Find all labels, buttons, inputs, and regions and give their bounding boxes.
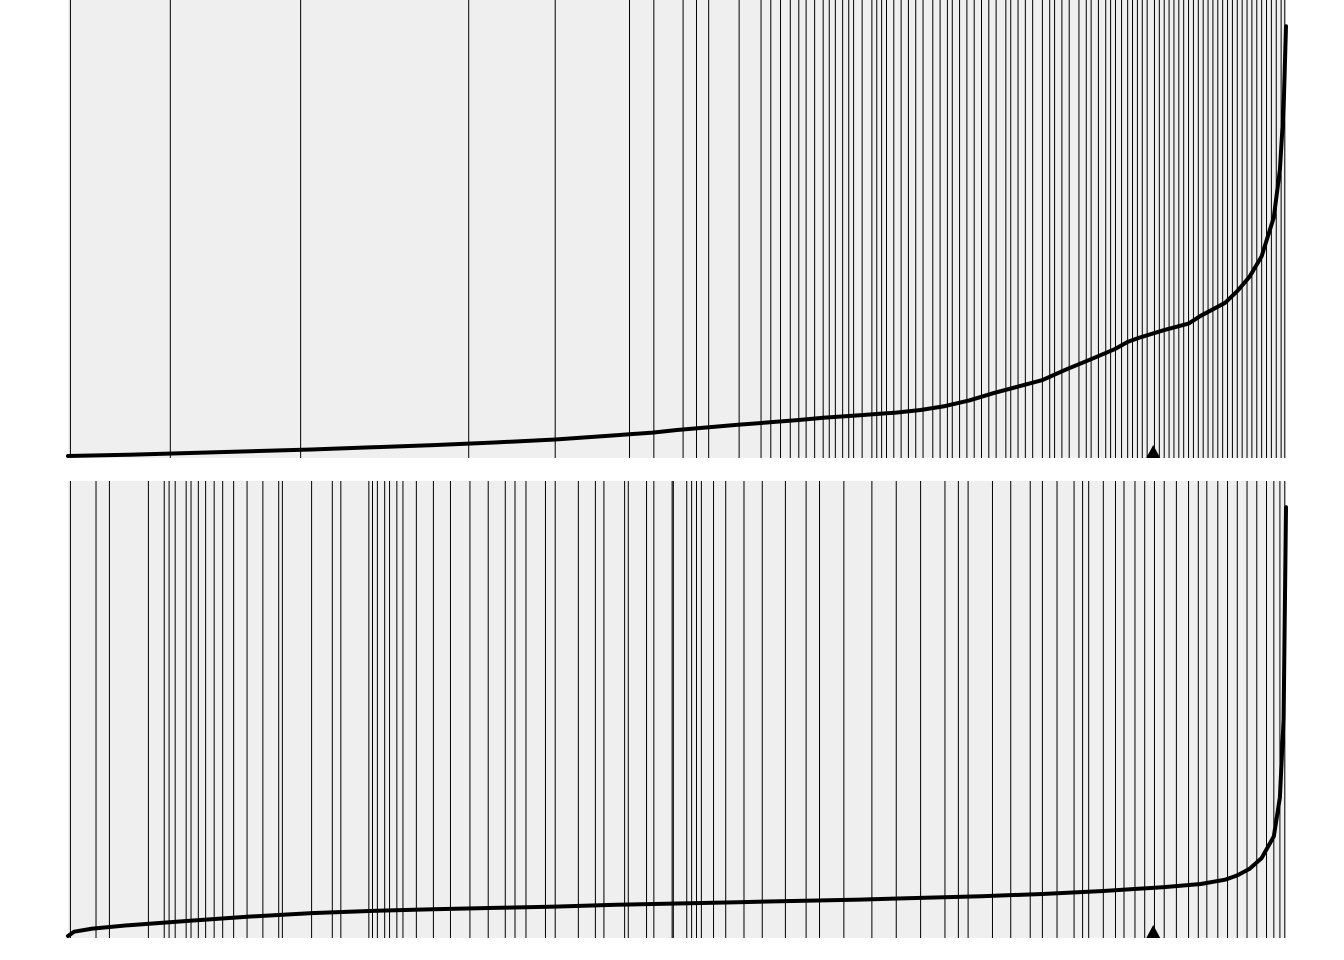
marker-triangle bbox=[1146, 925, 1161, 938]
series-line bbox=[66, 24, 1288, 458]
plot-background bbox=[68, 0, 1286, 458]
marker-triangle bbox=[1146, 445, 1161, 458]
chart-panel-1 bbox=[66, 0, 1288, 458]
rug-lines bbox=[69, 481, 1286, 938]
chart-panel-2 bbox=[66, 481, 1288, 938]
rug-lines bbox=[69, 0, 1286, 458]
series-line bbox=[66, 505, 1288, 938]
